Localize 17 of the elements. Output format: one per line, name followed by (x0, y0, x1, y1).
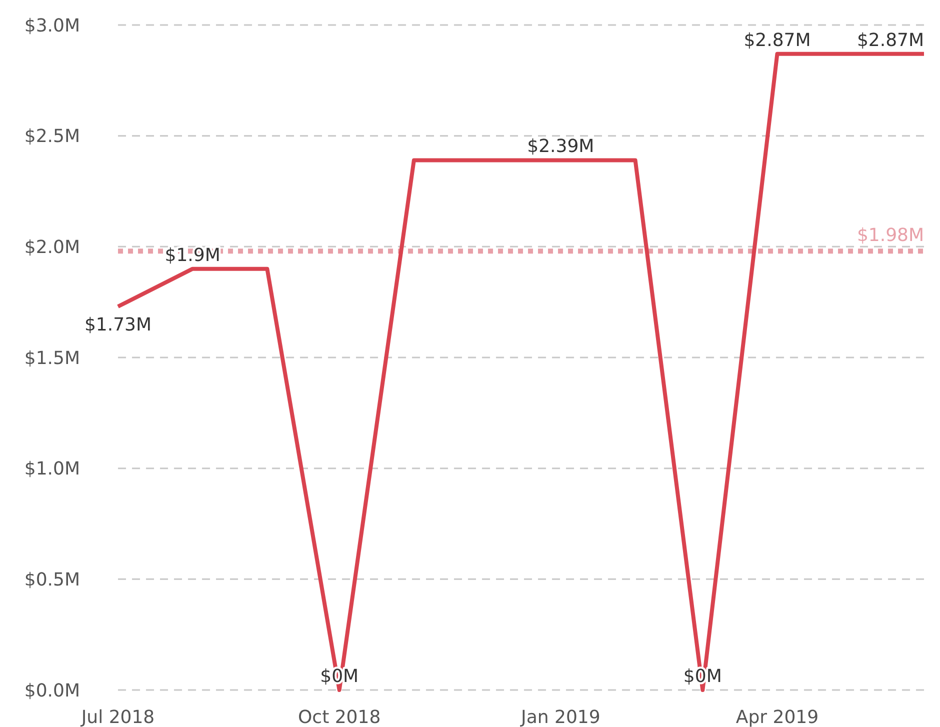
data-label: $1.73M (84, 314, 152, 336)
y-tick-label: $2.5M (24, 126, 80, 148)
x-tick-label: Jan 2019 (520, 707, 600, 727)
x-tick-label: Jul 2018 (80, 707, 155, 727)
data-label: $2.39M (527, 136, 594, 158)
y-tick-label: $3.0M (24, 15, 80, 36)
y-tick-label: $0.0M (24, 680, 80, 702)
y-tick-label: $2.0M (24, 236, 80, 258)
data-label: $1.9M (164, 244, 220, 266)
y-tick-label: $0.5M (24, 569, 80, 590)
y-tick-label: $1.0M (24, 458, 80, 480)
data-label: $2.87M (856, 30, 924, 51)
x-tick-label: Apr 2019 (736, 707, 819, 727)
ref-line-label: $1.98M (856, 225, 924, 246)
x-tick-label: Oct 2018 (298, 707, 381, 727)
data-label: $2.87M (744, 30, 811, 51)
y-tick-label: $1.5M (24, 348, 80, 369)
